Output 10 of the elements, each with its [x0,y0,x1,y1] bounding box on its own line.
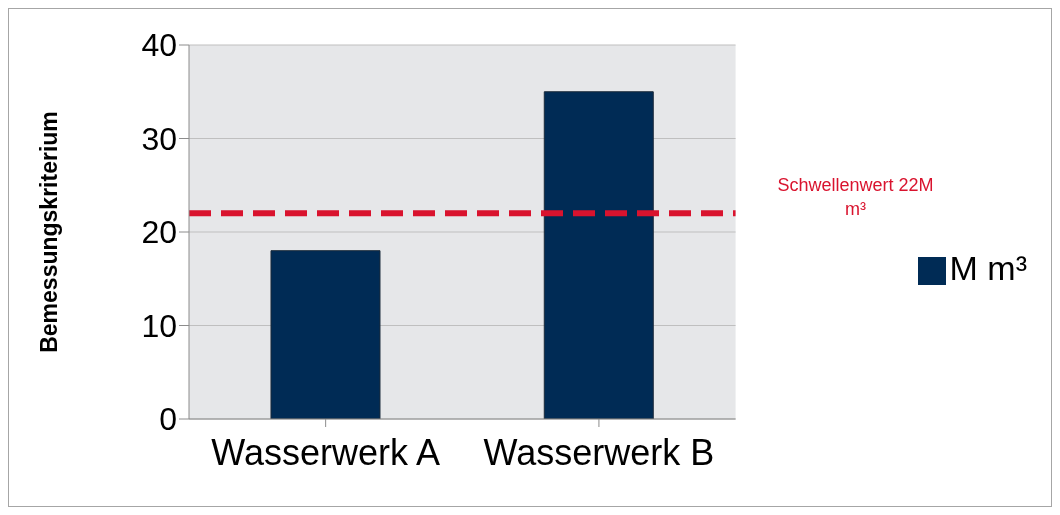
y-tick-label: 30 [141,120,177,157]
x-tick-label: Wasserwerk B [483,431,715,473]
x-tick-label: Wasserwerk A [211,431,440,473]
y-axis-title: Bemessungskriterium [36,111,63,353]
y-tick-label: 40 [141,27,177,64]
ref-line-label: Schwellenwert 22M m³ [777,175,934,220]
y-tick-label: 10 [141,307,177,344]
y-tick-label: 20 [141,214,177,251]
legend-label: M m³ [949,249,1027,287]
y-tick-label: 0 [159,401,177,438]
